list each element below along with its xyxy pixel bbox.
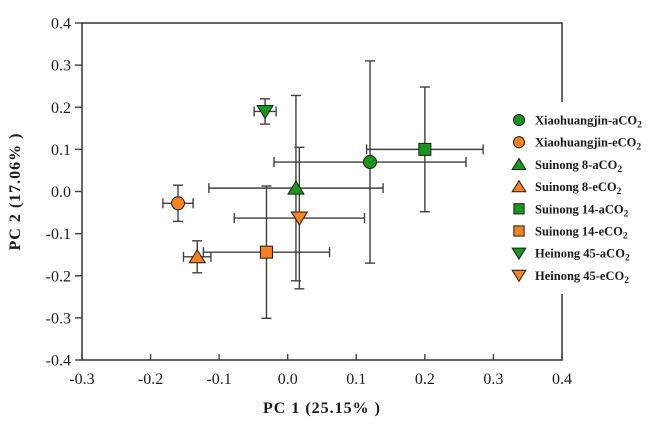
y-tick-label: 0.1 bbox=[51, 142, 71, 159]
y-tick-label: -0.2 bbox=[46, 268, 71, 285]
legend-item: Xiaohuangjin-eCO2 bbox=[512, 136, 641, 153]
legend: Xiaohuangjin-aCO2 Xiaohuangjin-eCO2 Suinon… bbox=[497, 102, 662, 294]
y-tick-label: 0.4 bbox=[51, 16, 71, 33]
triangle-down-marker bbox=[290, 211, 309, 226]
error-bars bbox=[162, 60, 484, 319]
y-tick-label: 0.0 bbox=[51, 184, 71, 201]
circle-marker bbox=[512, 113, 526, 127]
legend-item: Suinong 8-eCO2 bbox=[511, 179, 622, 197]
legend-item-label: Xiaohuangjin-eCO2 bbox=[535, 136, 641, 153]
y-tick-label: -0.3 bbox=[46, 310, 71, 327]
y-tick-label: 0.3 bbox=[51, 58, 71, 75]
square-marker bbox=[513, 225, 525, 237]
y-tick-label: -0.1 bbox=[46, 226, 71, 243]
legend-item: Heinong 45-eCO2 bbox=[511, 269, 629, 286]
y-tick-label: -0.4 bbox=[46, 353, 71, 370]
square-marker bbox=[513, 203, 525, 215]
x-tick-label: -0.3 bbox=[69, 371, 94, 388]
legend-item-label: Xiaohuangjin-aCO2 bbox=[535, 114, 642, 131]
legend-item-label: Suinong 8-aCO2 bbox=[535, 158, 622, 175]
square-marker bbox=[418, 142, 432, 156]
triangle-down-marker bbox=[511, 269, 527, 283]
x-tick-label: -0.1 bbox=[206, 371, 231, 388]
square-marker bbox=[259, 245, 273, 259]
triangle-up-marker bbox=[511, 157, 527, 170]
legend-background bbox=[497, 102, 662, 294]
legend-item: Suinong 14-aCO2 bbox=[513, 202, 629, 219]
triangle-up-marker bbox=[188, 248, 207, 264]
legend-item: Suinong 8-aCO2 bbox=[511, 157, 622, 175]
circle-marker bbox=[512, 136, 526, 149]
legend-item-label: Suinong 8-eCO2 bbox=[535, 180, 622, 197]
legend-item-label: Heinong 45-eCO2 bbox=[535, 269, 629, 286]
x-tick-label: 0.1 bbox=[346, 371, 366, 388]
triangle-up-marker bbox=[511, 179, 527, 193]
legend-item-label: Heinong 45-aCO2 bbox=[535, 247, 630, 264]
x-tick-label: 0.3 bbox=[483, 371, 503, 388]
circle-marker bbox=[363, 155, 377, 170]
circle-marker bbox=[171, 196, 185, 211]
triangle-down-marker bbox=[256, 104, 274, 120]
x-tick-label: -0.2 bbox=[138, 371, 163, 388]
y-tick-label: 0.2 bbox=[51, 100, 71, 117]
legend-item: Heinong 45-aCO2 bbox=[511, 247, 630, 264]
x-tick-label: 0.0 bbox=[278, 371, 298, 388]
plot-border bbox=[81, 22, 563, 361]
legend-item-label: Suinong 14-eCO2 bbox=[535, 225, 628, 242]
y-axis-title: PC 2 (17.06% ) bbox=[7, 133, 24, 251]
triangle-up-marker bbox=[287, 180, 305, 195]
x-tick-label: 0.2 bbox=[415, 371, 435, 388]
x-axis: -0.3 -0.2 -0.1 0.0 0.1 0.2 0.3 0.4 bbox=[69, 354, 572, 388]
triangle-down-marker bbox=[511, 247, 527, 261]
legend-item: Suinong 14-eCO2 bbox=[513, 225, 628, 242]
y-axis: -0.4 -0.3 -0.2 -0.1 0.0 0.1 0.2 0.3 0.4 bbox=[46, 16, 82, 370]
x-axis-title: PC 1 (25.15% ) bbox=[263, 400, 381, 417]
x-tick-label: 0.4 bbox=[552, 371, 572, 388]
legend-item-label: Suinong 14-aCO2 bbox=[535, 202, 629, 219]
data-points bbox=[171, 104, 432, 264]
legend-item: Xiaohuangjin-aCO2 bbox=[512, 113, 642, 131]
